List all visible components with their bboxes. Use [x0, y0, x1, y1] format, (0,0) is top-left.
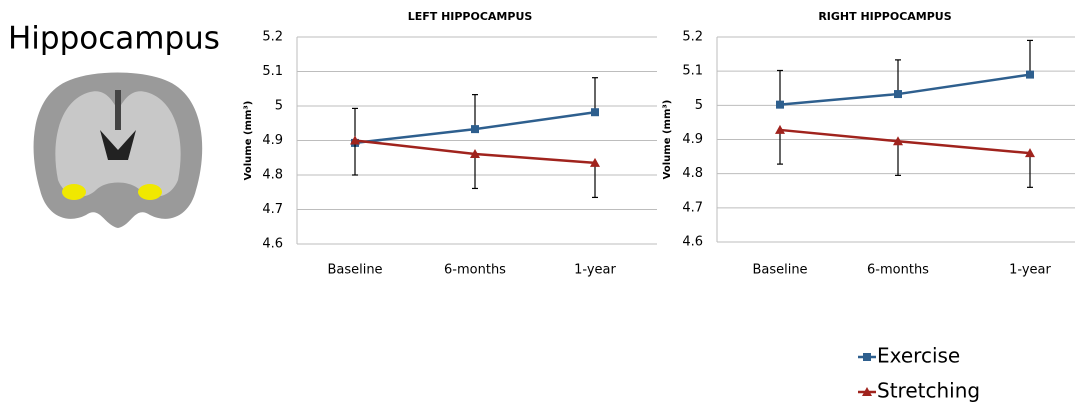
brain-image [28, 72, 208, 232]
y-axis-label: Volume (mm³) [662, 100, 673, 180]
series-line [779, 128, 1031, 155]
x-tick-label: 1-year [574, 263, 616, 278]
y-tick-label: 4.9 [262, 133, 283, 148]
y-tick-label: 4.8 [262, 168, 283, 183]
marker [776, 100, 784, 109]
y-tick-label: 5 [275, 99, 283, 114]
chart-title: LEFT HIPPOCAMPUS [408, 10, 533, 23]
y-tick-label: 4.7 [262, 202, 283, 217]
marker [590, 157, 600, 167]
marker [1026, 70, 1034, 79]
marker [591, 108, 599, 117]
y-axis-label: Volume (mm³) [243, 101, 254, 181]
x-tick-label: 1-year [1009, 263, 1051, 278]
marker [350, 135, 360, 145]
marker [775, 124, 785, 134]
marker [893, 136, 903, 146]
y-tick-label: 5.2 [262, 30, 283, 45]
legend-label: Exercise [877, 344, 960, 368]
marker [863, 353, 871, 361]
legend-label: Stretching [877, 379, 980, 403]
y-tick-label: 5.2 [682, 30, 703, 45]
marker [894, 90, 902, 99]
y-tick-label: 4.8 [682, 166, 703, 181]
marker [470, 148, 480, 158]
y-tick-label: 5 [695, 98, 703, 113]
x-tick-label: Baseline [752, 263, 807, 278]
x-tick-label: 6-months [444, 263, 506, 278]
marker [471, 125, 479, 134]
y-tick-label: 5.1 [682, 64, 703, 79]
y-tick-label: 4.9 [682, 132, 703, 147]
marker [1025, 148, 1035, 158]
y-tick-label: 4.6 [682, 235, 703, 250]
series-line [779, 73, 1031, 106]
x-tick-label: Baseline [327, 263, 382, 278]
figure-title: Hippocampus [8, 21, 220, 57]
x-tick-label: 6-months [867, 263, 929, 278]
y-tick-label: 4.6 [262, 237, 283, 252]
y-tick-label: 4.7 [682, 200, 703, 215]
chart-title: RIGHT HIPPOCAMPUS [818, 10, 951, 23]
marker [862, 387, 872, 396]
y-tick-label: 5.1 [262, 64, 283, 79]
